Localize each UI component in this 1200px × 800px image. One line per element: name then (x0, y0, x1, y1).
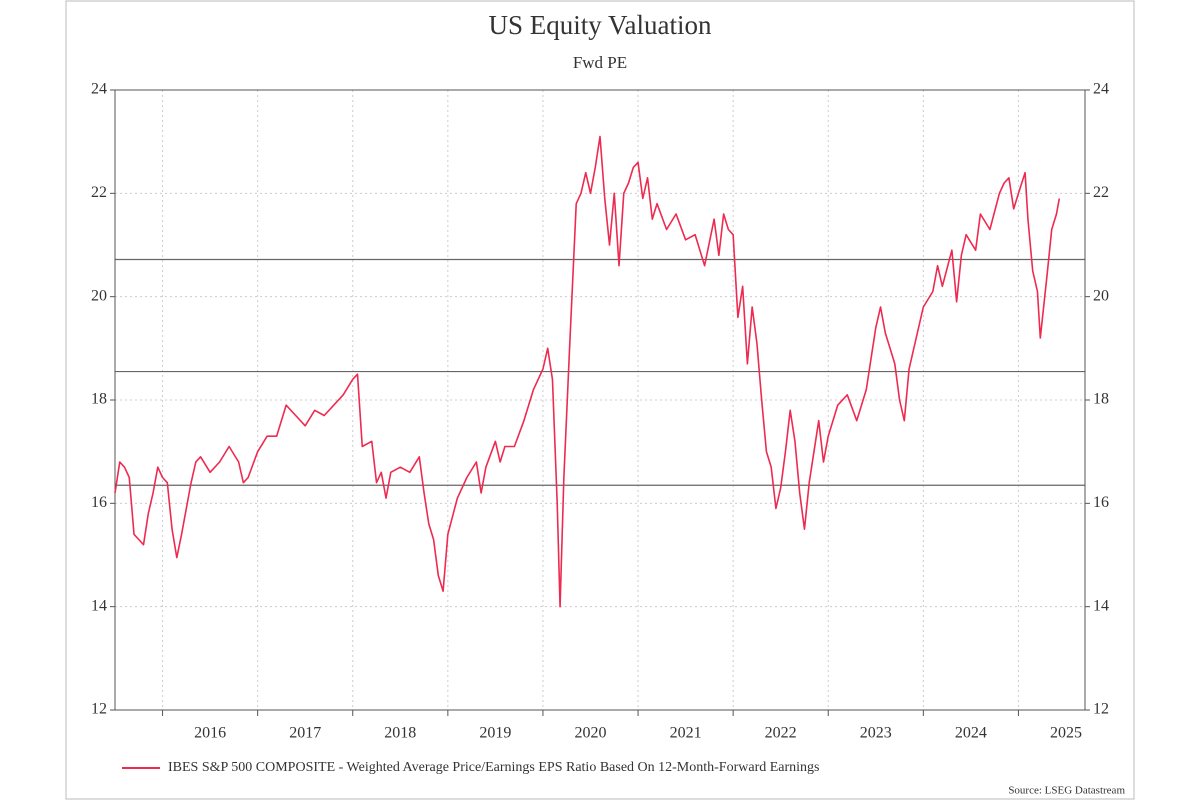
x-tick-label: 2016 (194, 725, 226, 742)
source: Source: LSEG Datastream (1008, 785, 1125, 797)
chart-subtitle: Fwd PE (573, 53, 627, 72)
plot-area (114, 89, 1086, 711)
x-tick-label: 2017 (289, 725, 321, 742)
legend-label: IBES S&P 500 COMPOSITE - Weighted Averag… (168, 760, 820, 775)
y-tick-label: 24 (91, 81, 107, 98)
y2-tick-label: 12 (1093, 701, 1109, 718)
y2-tick-label: 24 (1093, 81, 1109, 98)
y-tick-label: 22 (91, 184, 107, 201)
y2-tick-label: 18 (1093, 391, 1109, 408)
y2-tick-label: 14 (1093, 597, 1109, 614)
y2-tick-label: 16 (1093, 494, 1109, 511)
y-tick-label: 18 (91, 391, 107, 408)
data-line (114, 135, 1061, 608)
y2-tick-label: 20 (1093, 287, 1109, 304)
x-tick-label: 2019 (479, 725, 511, 742)
y-tick-label: 16 (91, 494, 107, 511)
x-tick-label: 2024 (955, 725, 987, 742)
x-tick-label: 2022 (765, 725, 797, 742)
y-tick-label: 12 (91, 701, 107, 718)
y-tick-label: 14 (91, 597, 107, 614)
chart-title: US Equity Valuation (488, 10, 712, 40)
y-tick-label: 20 (91, 287, 107, 304)
x-tick-label: 2021 (670, 725, 702, 742)
x-tick-label: 2023 (860, 725, 892, 742)
x-tick-label: 2018 (384, 725, 416, 742)
y2-tick-label: 22 (1093, 184, 1109, 201)
frame (65, 0, 1135, 800)
x-tick-label: 2025 (1050, 725, 1082, 742)
x-tick-label: 2020 (574, 725, 606, 742)
